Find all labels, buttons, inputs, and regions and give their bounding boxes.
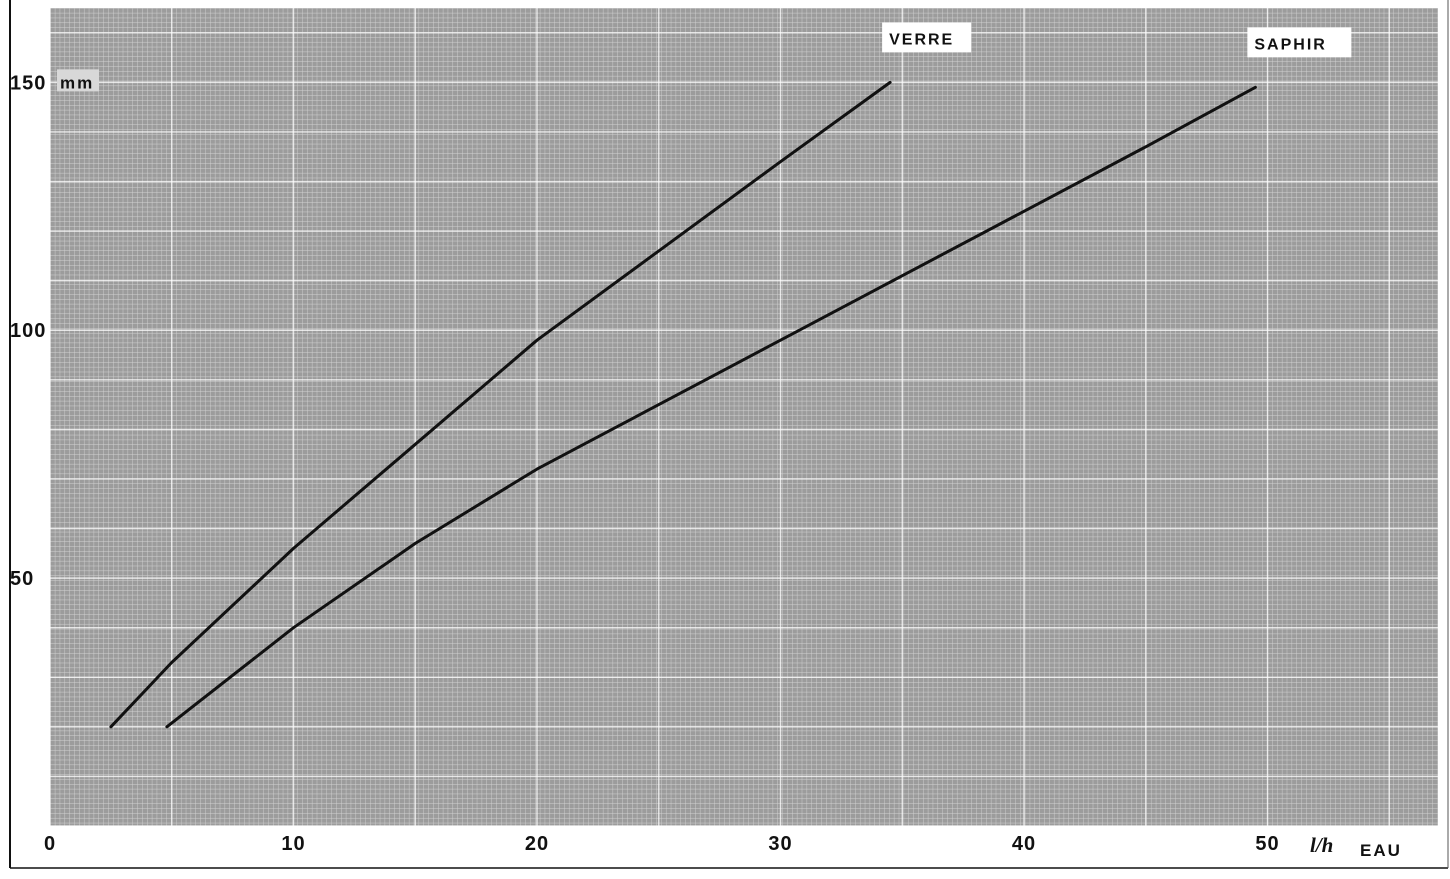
- series-label-verre: VERRE: [889, 31, 954, 48]
- x-tick-label: 10: [281, 833, 305, 855]
- series-line-saphir: [165, 85, 1257, 729]
- x-axis-unit: l/h: [1310, 833, 1333, 857]
- x-tick-label: 40: [1012, 833, 1036, 855]
- series-label-group-verre: VERRE: [882, 22, 972, 53]
- series-label-box-saphir: [1247, 27, 1352, 58]
- grid-minor: [50, 8, 1438, 826]
- x-tick-label: 20: [525, 833, 549, 855]
- series-line-verre: [109, 80, 892, 729]
- y-tick-label: 50: [10, 568, 34, 590]
- x-tick-label: 0: [44, 833, 56, 855]
- series-label-group-saphir: SAPHIR: [1247, 27, 1352, 58]
- x-tick-label: 50: [1255, 833, 1279, 855]
- series-label-saphir: SAPHIR: [1254, 36, 1326, 53]
- y-tick-label: 150: [10, 72, 46, 94]
- series-label-box-verre: [882, 22, 972, 53]
- y-tick-label: 100: [10, 320, 46, 342]
- x-axis-label: EAU: [1360, 841, 1402, 860]
- x-tick-label: 30: [768, 833, 792, 855]
- y-unit-box: [57, 69, 99, 92]
- y-axis-unit: mm: [60, 73, 94, 92]
